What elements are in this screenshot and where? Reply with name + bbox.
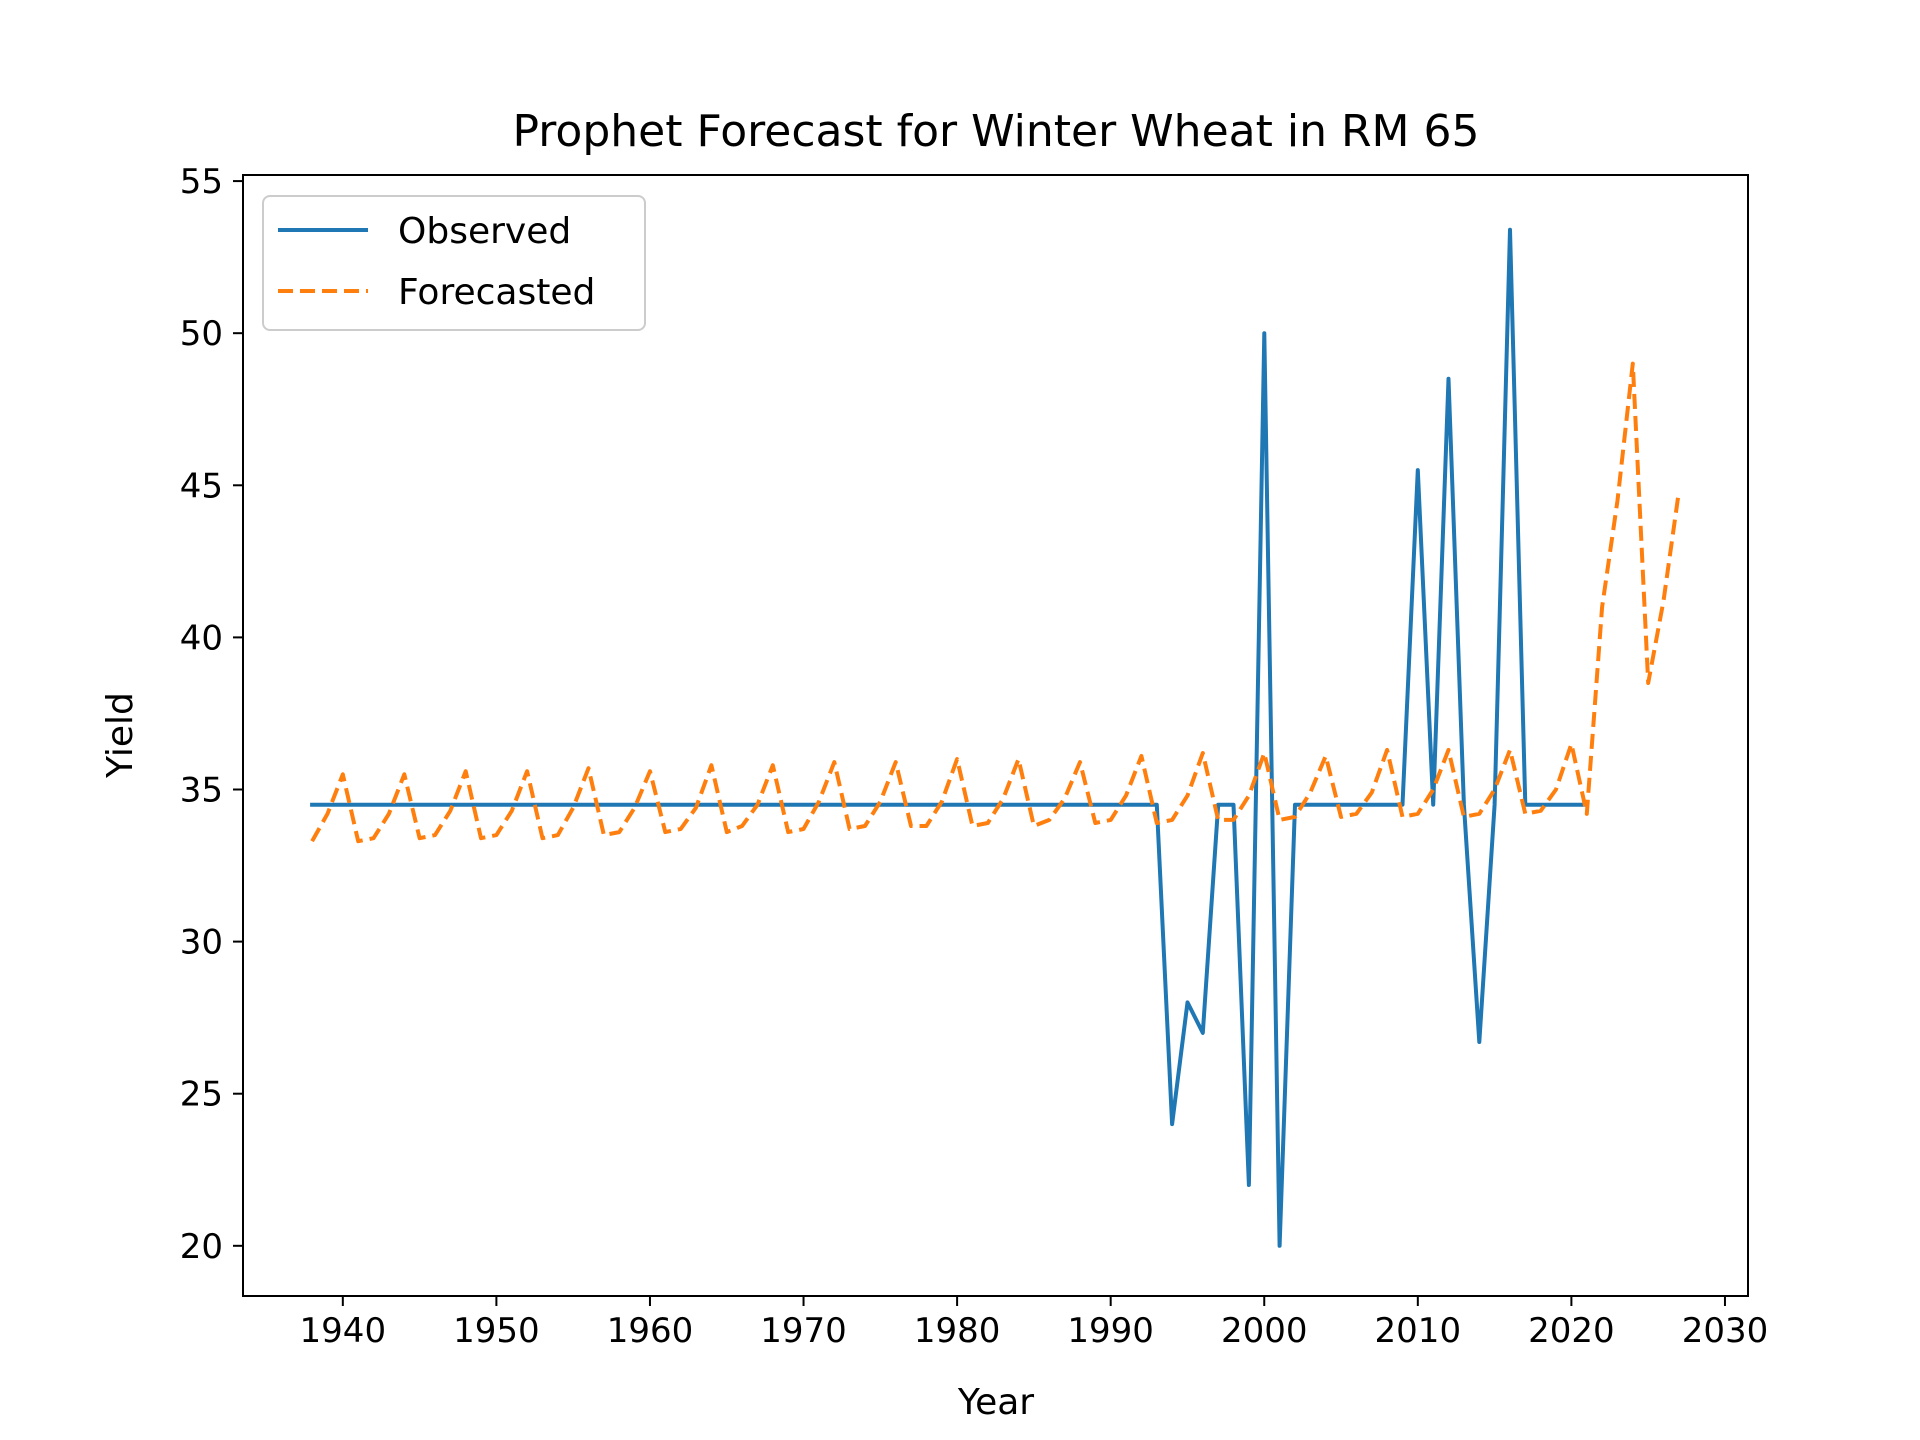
y-tick-label: 45 (180, 466, 223, 506)
series-forecasted-line (310, 361, 1681, 844)
x-tick-label: 2020 (1528, 1311, 1615, 1351)
x-axis: 1940 1950 1960 1970 1980 1990 2000 2010 2020 2030 (300, 1296, 1769, 1351)
legend-forecasted-label: Forecasted (398, 272, 595, 313)
y-tick-label: 30 (180, 923, 223, 963)
x-tick-label: 1960 (607, 1311, 694, 1351)
x-tick-label: 1970 (760, 1311, 847, 1351)
y-axis: 20 25 30 35 40 45 50 55 (180, 162, 243, 1267)
y-tick-label: 35 (180, 770, 223, 810)
x-tick-label: 1990 (1067, 1311, 1154, 1351)
plot-lines (310, 227, 1681, 1248)
legend-observed-label: Observed (398, 211, 571, 252)
y-tick-label: 40 (180, 618, 223, 658)
x-tick-label: 2030 (1682, 1311, 1769, 1351)
y-tick-label: 20 (180, 1227, 223, 1267)
plot-frame (242, 174, 1749, 1297)
chart-title: Prophet Forecast for Winter Wheat in RM … (513, 106, 1480, 157)
x-tick-label: 1980 (914, 1311, 1001, 1351)
y-tick-label: 25 (180, 1075, 223, 1115)
x-tick-label: 1940 (300, 1311, 387, 1351)
x-tick-label: 1950 (453, 1311, 540, 1351)
legend: Observed Forecasted (262, 195, 646, 331)
y-tick-label: 50 (180, 314, 223, 354)
x-tick-label: 2010 (1375, 1311, 1462, 1351)
series-observed-line (310, 227, 1589, 1248)
y-axis-label: Yield (100, 692, 141, 779)
x-tick-label: 2000 (1221, 1311, 1308, 1351)
x-axis-label: Year (957, 1382, 1034, 1423)
y-tick-label: 55 (180, 162, 223, 202)
